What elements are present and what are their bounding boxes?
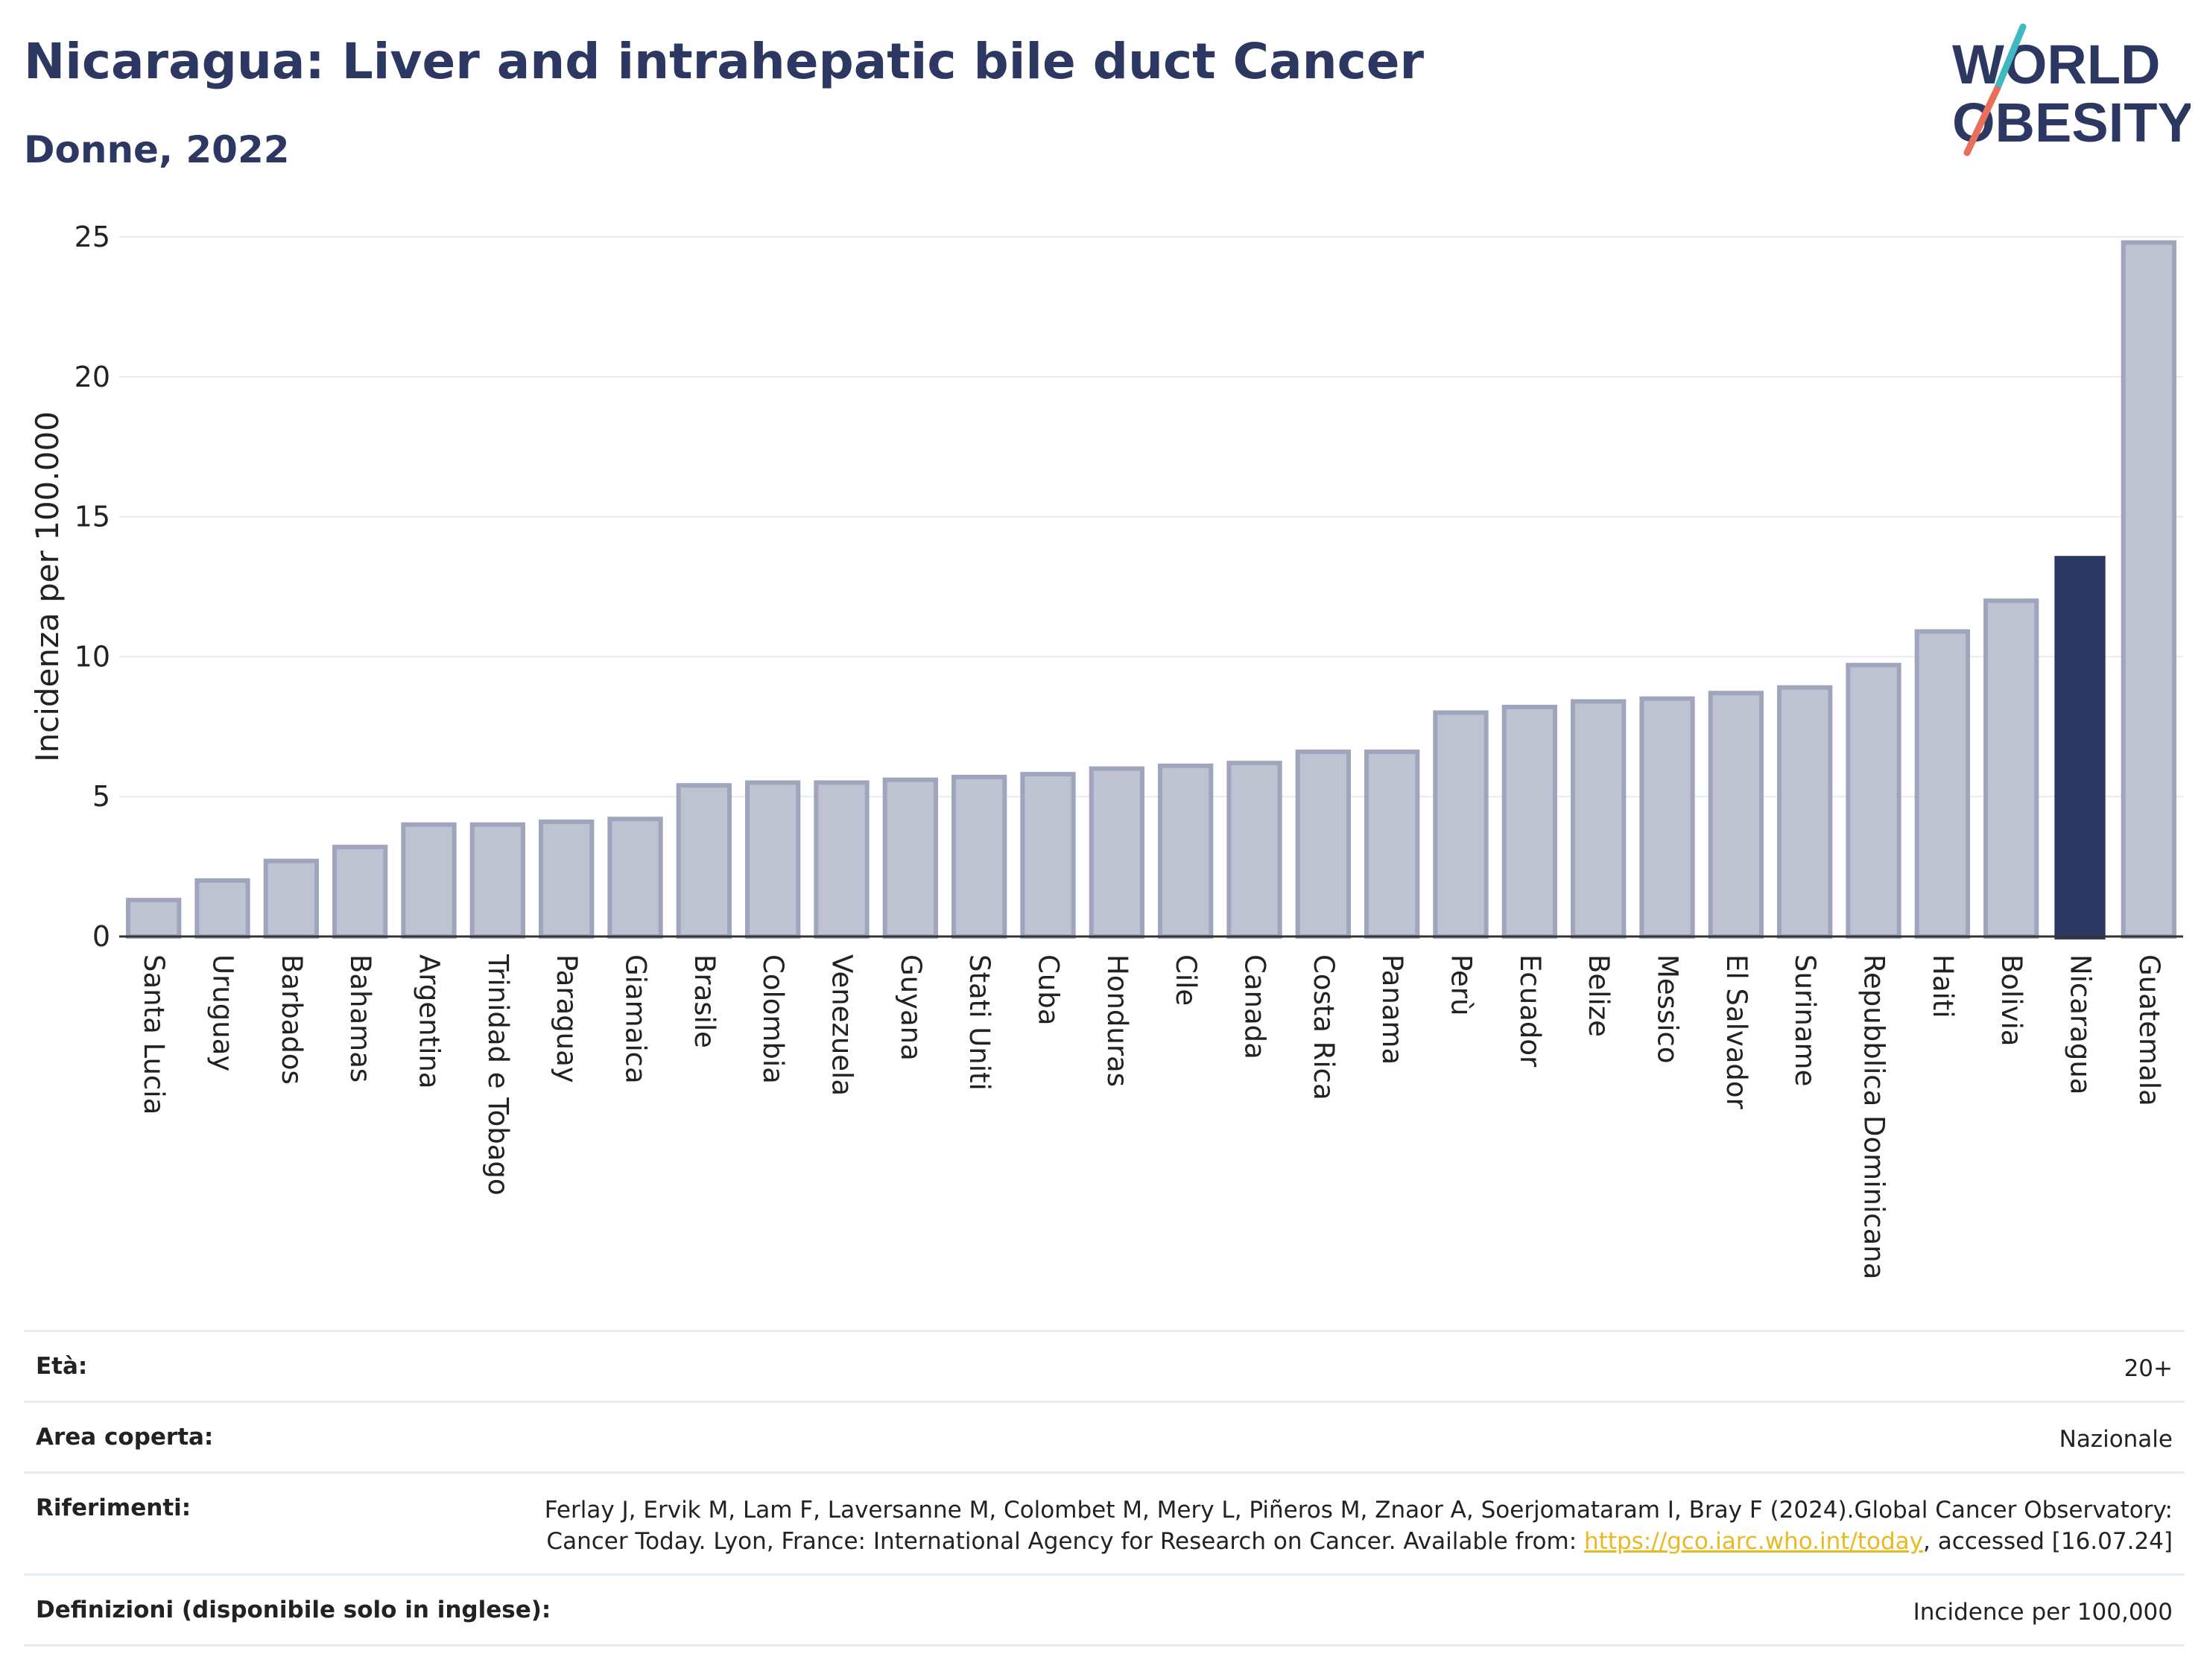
grid-lines	[119, 236, 2183, 798]
bar-guatemala	[2121, 240, 2176, 939]
x-tick-label-haiti: Haiti	[1927, 954, 1959, 1018]
bar-honduras	[1089, 766, 1144, 939]
bar-argentina	[401, 822, 457, 939]
x-axis-ticks: Santa Lucia Uruguay Barbados Bahamas Argenti…	[138, 954, 2165, 1279]
bar-ecuador	[1501, 705, 1557, 939]
meta-row-area: Area coperta: Nazionale	[24, 1401, 2185, 1471]
bar-cuba	[1020, 772, 1076, 939]
bar-venezuela	[814, 780, 870, 939]
bar-brasile	[676, 783, 732, 939]
chart-subtitle: Donne, 2022	[24, 128, 290, 171]
bar-uruguay	[194, 878, 250, 939]
bar-suriname	[1777, 685, 1833, 939]
x-tick-label-nicaragua: Nicaragua	[2065, 954, 2097, 1094]
bar-belize	[1571, 699, 1627, 939]
x-tick-label-bolivia: Bolivia	[1995, 954, 2027, 1046]
y-tick-label-20: 20	[75, 361, 110, 393]
meta-row-definitions: Definizioni (disponibile solo in inglese…	[24, 1573, 2185, 1646]
bar-repubblica-dominicana	[1846, 662, 1901, 939]
x-tick-label-guyana: Guyana	[895, 954, 927, 1061]
x-tick-label-argentina: Argentina	[414, 954, 446, 1088]
x-tick-label-cuba: Cuba	[1033, 954, 1065, 1025]
y-axis-ticks: 0 5 10 15 20 25	[75, 221, 110, 953]
y-tick-label-25: 25	[75, 221, 110, 253]
x-tick-label-repubblica-dominicana: Repubblica Dominicana	[1858, 954, 1890, 1279]
meta-area-label: Area coperta:	[36, 1424, 214, 1451]
bar-per-	[1433, 710, 1489, 939]
x-tick-label-stati-uniti: Stati Uniti	[963, 954, 995, 1091]
bar-cile	[1158, 763, 1214, 939]
meta-row-references: Riferimenti: Ferlay J, Ervik M, Lam F, L…	[24, 1471, 2185, 1573]
bar-santa-lucia	[126, 898, 182, 939]
bar-guyana	[882, 777, 938, 939]
y-tick-label-10: 10	[75, 640, 110, 673]
world-obesity-logo: WORLD OBESITY	[1952, 23, 2191, 156]
meta-ref-label: Riferimenti:	[36, 1494, 191, 1521]
bar-barbados	[263, 858, 319, 939]
x-tick-label-giamaica: Giamaica	[620, 954, 652, 1084]
meta-ref-text-2: , accessed [16.07.24]	[1922, 1528, 2173, 1555]
meta-row-age: Età: 20+	[24, 1330, 2185, 1401]
x-tick-label-cile: Cile	[1170, 954, 1202, 1006]
bar-trinidad-e-tobago	[469, 822, 525, 939]
logo-line-1: WORLD	[1952, 34, 2161, 95]
bar-giamaica	[607, 817, 663, 939]
bar-canada	[1226, 761, 1282, 939]
chart-title: Nicaragua: Liver and intrahepatic bile d…	[24, 33, 1425, 90]
x-tick-label-honduras: Honduras	[1101, 954, 1133, 1087]
bar-panama	[1364, 749, 1420, 939]
bar-nicaragua	[2054, 556, 2106, 939]
logo-slash-top-icon	[1993, 23, 2027, 93]
meta-def-value: Incidence per 100,000	[1913, 1599, 2173, 1626]
meta-ref-value: Ferlay J, Ervik M, Lam F, Laversanne M, …	[459, 1494, 2173, 1557]
logo-slash-bottom-icon	[1963, 86, 2001, 156]
x-tick-label-venezuela: Venezuela	[826, 954, 858, 1096]
meta-def-label: Definizioni (disponibile solo in inglese…	[36, 1597, 551, 1623]
meta-ref-link[interactable]: https://gco.iarc.who.int/today	[1584, 1528, 1923, 1555]
y-tick-label-15: 15	[75, 501, 110, 533]
x-tick-label-bahamas: Bahamas	[344, 954, 376, 1083]
meta-age-value: 20+	[2124, 1355, 2173, 1382]
x-tick-label-barbados: Barbados	[276, 954, 308, 1085]
x-tick-label-uruguay: Uruguay	[207, 954, 239, 1071]
x-tick-label-belize: Belize	[1583, 954, 1615, 1037]
x-tick-label-panama: Panama	[1376, 954, 1408, 1065]
bar-el-salvador	[1708, 691, 1764, 939]
bar-paraguay	[539, 820, 595, 939]
x-tick-label-canada: Canada	[1239, 954, 1271, 1059]
x-tick-label-el-salvador: El Salvador	[1720, 954, 1752, 1110]
x-tick-label-colombia: Colombia	[757, 954, 789, 1084]
bar-bolivia	[1983, 598, 2039, 939]
bar-colombia	[745, 780, 801, 939]
x-tick-label-trinidad-e-tobago: Trinidad e Tobago	[482, 954, 514, 1196]
bar-chart: 0 5 10 15 20 25 Santa Lucia Uruguay Barbados Bah…	[29, 221, 2183, 1279]
bar-messico	[1639, 696, 1695, 939]
bars	[126, 240, 2176, 939]
x-tick-label-per-: Perù	[1445, 954, 1478, 1015]
meta-age-label: Età:	[36, 1353, 88, 1380]
meta-ref-text-1: Ferlay J, Ervik M, Lam F, Laversanne M, …	[544, 1497, 2173, 1555]
bar-haiti	[1914, 629, 1970, 939]
bar-bahamas	[332, 844, 388, 939]
x-tick-label-ecuador: Ecuador	[1514, 954, 1546, 1068]
x-tick-label-santa-lucia: Santa Lucia	[138, 954, 170, 1115]
x-tick-label-brasile: Brasile	[688, 954, 721, 1048]
x-tick-label-costa-rica: Costa Rica	[1308, 954, 1340, 1100]
bar-costa-rica	[1295, 749, 1351, 939]
y-tick-label-0: 0	[92, 920, 110, 953]
x-tick-label-messico: Messico	[1652, 954, 1684, 1064]
x-tick-label-guatemala: Guatemala	[2133, 954, 2165, 1106]
metadata-table: Età: 20+ Area coperta: Nazionale Riferim…	[24, 1330, 2185, 1646]
meta-area-value: Nazionale	[2059, 1426, 2173, 1453]
y-axis-label: Incidenza per 100.000	[29, 411, 66, 762]
bar-stati-uniti	[951, 774, 1007, 939]
x-tick-label-paraguay: Paraguay	[551, 954, 583, 1083]
y-tick-label-5: 5	[92, 780, 110, 813]
x-tick-label-suriname: Suriname	[1789, 954, 1821, 1086]
